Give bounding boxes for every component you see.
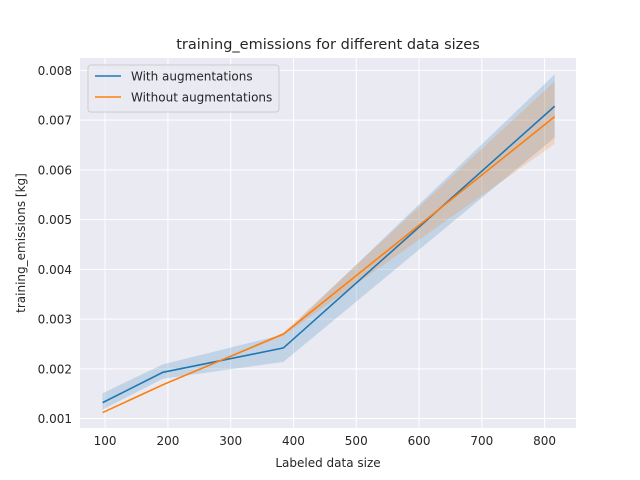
legend-label-with-augmentations: With augmentations <box>131 70 253 84</box>
y-tick-label: 0.004 <box>38 263 72 277</box>
y-tick-label: 0.008 <box>38 64 72 78</box>
series-line-1 <box>102 116 556 414</box>
confidence-band-series-0 <box>102 74 555 410</box>
y-tick-label: 0.005 <box>38 213 72 227</box>
x-tick-label: 500 <box>345 434 368 448</box>
legend: With augmentations Without augmentations <box>87 64 280 113</box>
x-tick-label: 400 <box>282 434 305 448</box>
grid-lines <box>80 58 576 428</box>
series-lines <box>102 105 556 414</box>
y-tick-label: 0.006 <box>38 163 72 177</box>
x-tick-label: 700 <box>470 434 493 448</box>
x-tick-label: 100 <box>94 434 117 448</box>
x-tick-label: 200 <box>156 434 179 448</box>
x-axis-label: Labeled data size <box>275 456 380 470</box>
x-axis-ticks: 100 200 300 400 500 600 700 800 <box>94 434 556 448</box>
y-tick-label: 0.002 <box>38 362 72 376</box>
x-tick-label: 300 <box>219 434 242 448</box>
y-tick-label: 0.007 <box>38 114 72 128</box>
confidence-bands <box>102 74 555 413</box>
y-tick-label: 0.003 <box>38 313 72 327</box>
x-tick-label: 800 <box>533 434 556 448</box>
y-axis-label: training_emissions [kg] <box>14 173 28 313</box>
y-tick-label: 0.001 <box>38 412 72 426</box>
legend-label-without-augmentations: Without augmentations <box>131 91 272 105</box>
chart-title: training_emissions for different data si… <box>176 37 480 53</box>
y-axis-ticks: 0.001 0.002 0.003 0.004 0.005 0.006 0.007 0.008 <box>38 64 72 426</box>
legend-box <box>87 64 280 113</box>
x-tick-label: 600 <box>408 434 431 448</box>
